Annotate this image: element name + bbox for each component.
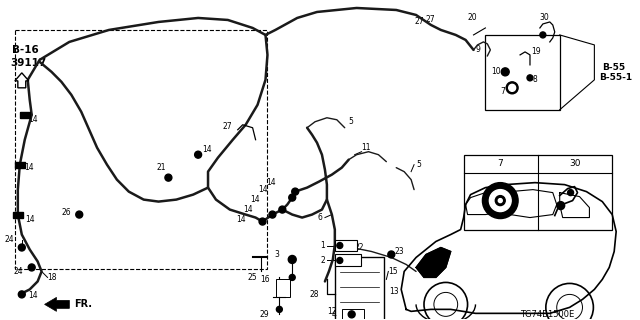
Circle shape — [540, 32, 546, 38]
Circle shape — [337, 243, 343, 249]
Text: TG74B1500E: TG74B1500E — [520, 310, 575, 319]
Circle shape — [568, 190, 573, 196]
Circle shape — [499, 199, 502, 203]
Text: 28: 28 — [310, 290, 319, 299]
Text: 14: 14 — [25, 215, 35, 224]
Text: 21: 21 — [157, 163, 166, 172]
Text: 14: 14 — [28, 115, 37, 124]
Text: 22: 22 — [355, 243, 364, 252]
Text: 4: 4 — [332, 310, 337, 319]
Text: 18: 18 — [47, 273, 57, 282]
Bar — [276, 279, 291, 297]
Polygon shape — [15, 162, 25, 168]
Text: 14: 14 — [236, 215, 246, 224]
Bar — [342, 309, 364, 319]
Text: 26: 26 — [61, 208, 71, 217]
Text: 27: 27 — [223, 122, 232, 131]
Circle shape — [495, 196, 505, 205]
Circle shape — [288, 255, 296, 263]
Text: 23: 23 — [394, 247, 404, 256]
Text: 39117: 39117 — [10, 58, 46, 68]
Circle shape — [289, 194, 296, 201]
Text: 14: 14 — [202, 145, 212, 154]
Circle shape — [483, 183, 518, 219]
Text: FR.: FR. — [74, 300, 92, 309]
Text: 2: 2 — [320, 256, 325, 265]
FancyArrow shape — [15, 73, 29, 88]
Text: B-55: B-55 — [602, 63, 625, 72]
Text: 24: 24 — [5, 235, 15, 244]
Circle shape — [165, 174, 172, 181]
Bar — [463, 155, 612, 229]
Text: 30: 30 — [569, 159, 580, 168]
Text: 25: 25 — [248, 273, 257, 282]
Circle shape — [337, 258, 343, 263]
Text: 14: 14 — [266, 178, 275, 187]
Circle shape — [279, 206, 286, 213]
Circle shape — [557, 202, 564, 210]
Circle shape — [289, 275, 295, 280]
Text: 8: 8 — [533, 75, 538, 84]
Bar — [335, 258, 385, 320]
Text: 3: 3 — [275, 250, 279, 259]
Text: 16: 16 — [260, 275, 269, 284]
Circle shape — [19, 291, 25, 298]
Circle shape — [388, 251, 395, 258]
Circle shape — [348, 311, 355, 318]
Text: 15: 15 — [388, 267, 398, 276]
Text: 5: 5 — [416, 160, 421, 169]
Bar — [335, 239, 356, 252]
Text: 6: 6 — [317, 213, 322, 222]
Circle shape — [19, 244, 25, 251]
Text: 14: 14 — [24, 163, 33, 172]
Circle shape — [28, 264, 35, 271]
FancyArrow shape — [45, 297, 69, 311]
Text: 27: 27 — [426, 15, 436, 24]
Polygon shape — [416, 247, 451, 277]
Text: B-16: B-16 — [12, 45, 38, 55]
Bar — [15, 30, 268, 269]
Circle shape — [292, 188, 299, 195]
Circle shape — [527, 75, 533, 81]
Text: 12: 12 — [327, 307, 337, 316]
Polygon shape — [13, 212, 23, 218]
Text: 14: 14 — [258, 185, 268, 194]
Text: 7: 7 — [500, 87, 505, 96]
Text: 14: 14 — [250, 195, 260, 204]
Circle shape — [76, 211, 83, 218]
Text: 30: 30 — [540, 13, 550, 22]
Text: 27: 27 — [414, 18, 424, 27]
Circle shape — [506, 82, 518, 94]
Text: 19: 19 — [531, 47, 541, 56]
Text: 7: 7 — [497, 159, 503, 168]
Polygon shape — [20, 112, 29, 118]
Text: 9: 9 — [476, 45, 481, 54]
Circle shape — [501, 68, 509, 76]
Circle shape — [276, 306, 282, 312]
Text: 1: 1 — [320, 241, 325, 250]
Bar — [485, 35, 560, 110]
Circle shape — [490, 190, 511, 212]
Text: 29: 29 — [260, 310, 269, 319]
Text: 24: 24 — [14, 268, 24, 276]
Circle shape — [195, 151, 202, 158]
Text: 14: 14 — [243, 205, 253, 214]
Text: 13: 13 — [389, 287, 399, 296]
Text: 14: 14 — [28, 291, 37, 300]
Circle shape — [269, 211, 276, 218]
Text: 20: 20 — [468, 13, 477, 22]
Circle shape — [259, 218, 266, 225]
Text: 11: 11 — [362, 143, 371, 152]
Text: 10: 10 — [492, 67, 501, 76]
Circle shape — [509, 84, 516, 91]
Bar — [335, 254, 360, 267]
Text: 5: 5 — [349, 117, 353, 126]
Text: B-55-1: B-55-1 — [599, 73, 632, 82]
